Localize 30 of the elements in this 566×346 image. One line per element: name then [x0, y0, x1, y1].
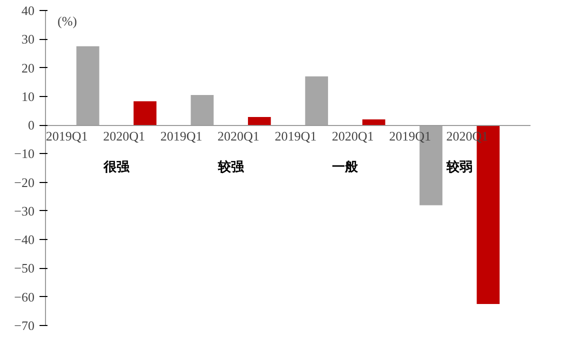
y-tick-label: 40	[22, 3, 34, 18]
x-tick-label: 一般	[332, 159, 360, 174]
y-tick-label: −70	[14, 318, 35, 333]
text: 2020Q1	[332, 128, 374, 144]
bar	[248, 117, 271, 126]
y-axis-title: (%)	[58, 14, 77, 28]
x-tick-label: 较强	[216, 159, 245, 174]
x-tick-label: 较弱	[446, 159, 473, 174]
y-tick-label: −40	[14, 232, 35, 248]
y-tick-label: 30	[22, 32, 34, 47]
series-label: 2020Q1	[103, 128, 146, 144]
bar	[305, 76, 328, 126]
bar	[362, 119, 386, 126]
bar	[134, 101, 156, 126]
y-tick-label: −10	[14, 146, 35, 162]
y-tick-label: 20	[22, 60, 34, 76]
y-tick-label: −20	[14, 174, 35, 190]
text: 2020Q1	[218, 128, 260, 144]
text: 2019Q1	[274, 128, 317, 144]
y-tick-label: −60	[14, 289, 35, 304]
bar	[190, 94, 214, 126]
text: 2019Q1	[389, 128, 431, 144]
y-tick-label: −50	[14, 260, 35, 276]
y-tick-label: 0	[28, 118, 34, 133]
text: 2019Q1	[160, 128, 202, 144]
y-tick-label: −30	[14, 203, 35, 218]
y-tick-label: 10	[22, 88, 34, 104]
x-tick-label: 很强	[102, 159, 130, 174]
bar	[76, 46, 100, 126]
series-label: 2019Q1	[46, 128, 88, 144]
